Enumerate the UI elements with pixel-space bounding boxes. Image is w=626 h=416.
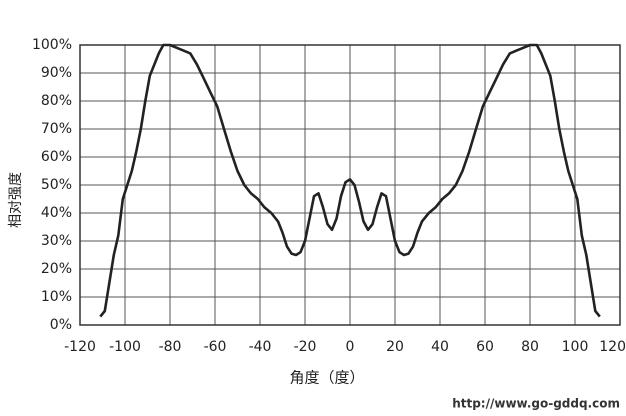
y-tick-label: 40% bbox=[41, 205, 72, 221]
data-line bbox=[99, 43, 601, 318]
plot-frame bbox=[79, 44, 621, 326]
x-tick-label: 20 bbox=[386, 339, 404, 355]
watermark: http://www.go-gddq.com bbox=[452, 397, 620, 411]
x-tick-label: -60 bbox=[204, 339, 227, 355]
y-tick-label: 80% bbox=[41, 93, 72, 109]
x-tick-label: 100 bbox=[562, 339, 589, 355]
x-tick-label: 0 bbox=[346, 339, 355, 355]
y-tick-label: 30% bbox=[41, 233, 72, 249]
y-tick-label: 10% bbox=[41, 289, 72, 305]
x-tick-label: -40 bbox=[249, 339, 272, 355]
y-tick-label: 90% bbox=[41, 65, 72, 81]
x-tick-label: 80 bbox=[521, 339, 539, 355]
x-tick-label: -80 bbox=[159, 339, 182, 355]
x-tick-label: 40 bbox=[431, 339, 449, 355]
x-tick-label: 120 bbox=[599, 339, 626, 355]
x-tick-label: -100 bbox=[109, 339, 141, 355]
y-tick-label: 50% bbox=[41, 177, 72, 193]
y-tick-label: 70% bbox=[41, 121, 72, 137]
y-tick-label: 0% bbox=[50, 317, 72, 333]
y-tick-label: 60% bbox=[41, 149, 72, 165]
y-tick-label: 20% bbox=[41, 261, 72, 277]
y-axis-label: 相对强度 bbox=[8, 172, 24, 228]
x-tick-label: 60 bbox=[476, 339, 494, 355]
y-tick-label: 100% bbox=[32, 37, 72, 53]
x-tick-label: -20 bbox=[294, 339, 317, 355]
x-tick-label: -120 bbox=[64, 339, 96, 355]
x-axis-label: 角度（度） bbox=[289, 369, 364, 387]
